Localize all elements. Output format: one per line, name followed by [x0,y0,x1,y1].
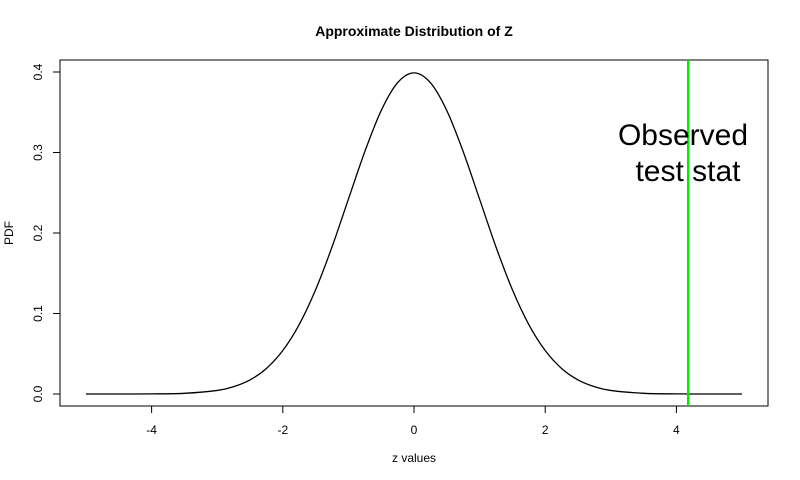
y-tick-label: 0.1 [31,305,45,322]
plot-frame [59,59,769,407]
annotation-line-1: Observed [618,119,748,152]
x-axis-title: z values [392,451,436,465]
annotation-layer: Observed test stat [618,119,748,188]
x-tick-label: 2 [542,423,549,437]
x-tick-label: -2 [277,423,288,437]
y-tick-label: 0.3 [31,144,45,161]
y-axis: 0.0 0.1 0.2 0.3 0.4 [31,63,61,402]
y-tick-label: 0.4 [31,63,45,80]
x-axis: -4 -2 0 2 4 [146,405,680,437]
annotation-line-2: test stat [635,155,741,188]
y-axis-title: PDF [2,221,16,245]
density-curve [85,72,743,395]
series-layer [85,72,743,395]
x-tick-label: -4 [146,423,157,437]
y-tick-label: 0.0 [31,385,45,402]
y-tick-label: 0.2 [31,224,45,241]
x-tick-label: 0 [411,423,418,437]
chart-title: Approximate Distribution of Z [315,23,513,39]
x-tick-label: 4 [673,423,680,437]
